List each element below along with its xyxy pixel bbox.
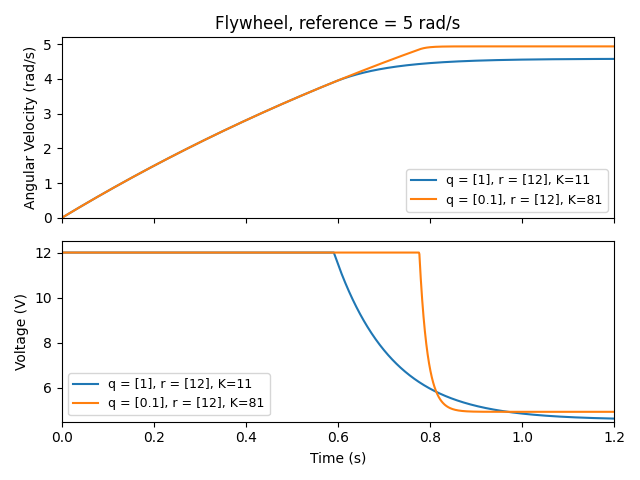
Y-axis label: Voltage (V): Voltage (V) xyxy=(15,293,29,370)
Title: Flywheel, reference = 5 rad/s: Flywheel, reference = 5 rad/s xyxy=(215,15,461,33)
q = [0.1], r = [12], K=81 xyxy=(424,355,432,360)
q = [0.1], r = [12], K=81 xyxy=(184,145,192,151)
q = [1], r = [12], K=11 xyxy=(404,372,412,377)
q = [1], r = [12], K=11 xyxy=(58,215,66,221)
q = [0.1], r = [12], K=81 xyxy=(610,44,618,49)
q = [1], r = [12], K=11 xyxy=(232,122,239,128)
q = [1], r = [12], K=11 xyxy=(481,58,489,63)
q = [1], r = [12], K=11 xyxy=(424,384,432,390)
q = [0.1], r = [12], K=81 xyxy=(424,45,432,50)
Line: q = [1], r = [12], K=11: q = [1], r = [12], K=11 xyxy=(62,252,614,419)
q = [1], r = [12], K=11 xyxy=(424,60,432,66)
q = [0.1], r = [12], K=81 xyxy=(404,250,412,255)
q = [1], r = [12], K=11 xyxy=(58,250,66,255)
q = [1], r = [12], K=11 xyxy=(404,62,412,68)
q = [0.1], r = [12], K=81 xyxy=(481,44,489,49)
q = [1], r = [12], K=11 xyxy=(610,416,618,421)
Line: q = [0.1], r = [12], K=81: q = [0.1], r = [12], K=81 xyxy=(62,47,614,218)
q = [0.1], r = [12], K=81 xyxy=(481,409,489,415)
q = [0.1], r = [12], K=81 xyxy=(184,250,192,255)
Legend: q = [1], r = [12], K=11, q = [0.1], r = [12], K=81: q = [1], r = [12], K=11, q = [0.1], r = … xyxy=(406,169,608,212)
Line: q = [0.1], r = [12], K=81: q = [0.1], r = [12], K=81 xyxy=(62,252,614,412)
q = [0.1], r = [12], K=81 xyxy=(610,409,618,415)
q = [1], r = [12], K=11 xyxy=(232,250,239,255)
q = [1], r = [12], K=11 xyxy=(481,405,489,411)
q = [0.1], r = [12], K=81 xyxy=(232,122,239,128)
q = [0.1], r = [12], K=81 xyxy=(404,50,412,56)
X-axis label: Time (s): Time (s) xyxy=(310,451,366,465)
q = [0.1], r = [12], K=81 xyxy=(58,250,66,255)
q = [1], r = [12], K=11 xyxy=(610,56,618,62)
q = [1], r = [12], K=11 xyxy=(241,250,248,255)
Line: q = [1], r = [12], K=11: q = [1], r = [12], K=11 xyxy=(62,59,614,218)
Legend: q = [1], r = [12], K=11, q = [0.1], r = [12], K=81: q = [1], r = [12], K=11, q = [0.1], r = … xyxy=(68,373,269,416)
Y-axis label: Angular Velocity (rad/s): Angular Velocity (rad/s) xyxy=(24,46,38,209)
q = [1], r = [12], K=11 xyxy=(184,250,192,255)
q = [0.1], r = [12], K=81 xyxy=(58,215,66,221)
q = [1], r = [12], K=11 xyxy=(184,145,192,151)
q = [0.1], r = [12], K=81 xyxy=(232,250,239,255)
q = [0.1], r = [12], K=81 xyxy=(241,250,248,255)
q = [1], r = [12], K=11 xyxy=(241,118,248,124)
q = [0.1], r = [12], K=81 xyxy=(241,118,248,124)
